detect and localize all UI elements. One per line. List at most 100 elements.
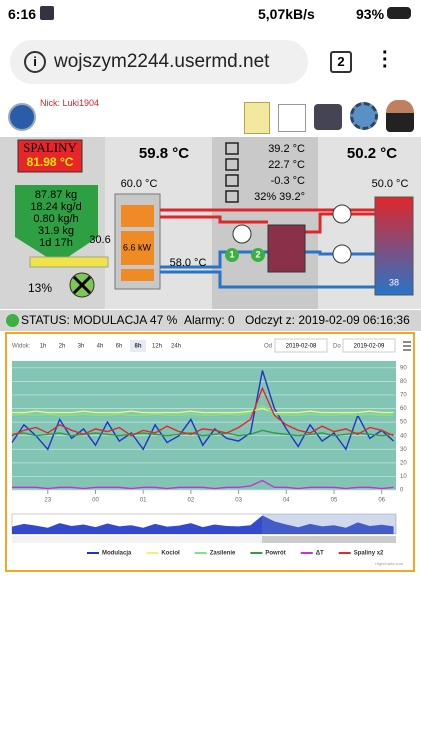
battery-icon	[387, 7, 411, 19]
boiler-chamber	[121, 231, 154, 265]
y-tick-label: 90	[400, 365, 407, 371]
feeder-stat: 0.80 kg/h	[33, 213, 78, 225]
to-date[interactable]: 2019-02-09	[354, 344, 385, 350]
legend-label[interactable]: Modulacja	[102, 551, 132, 557]
log-icon[interactable]	[244, 102, 270, 134]
pump-badge	[225, 248, 239, 262]
url-text[interactable]: wojszym2244.usermd.net	[54, 51, 270, 72]
tank-temp: 50.0 °C	[372, 178, 409, 190]
alarms: Alarmy: 0	[184, 313, 235, 327]
flue-temp: 81.98 °C	[27, 155, 74, 169]
url-bar[interactable]	[10, 40, 308, 84]
y-tick-label: 30	[400, 447, 407, 453]
y-tick-label: 80	[400, 379, 407, 385]
feeder-stat: 87.87 kg	[35, 189, 77, 201]
logout-icon[interactable]	[8, 103, 36, 131]
pump	[332, 204, 352, 224]
menu-button[interactable]: · · ·	[382, 42, 389, 78]
tank	[374, 196, 414, 296]
from-date[interactable]: 2019-02-08	[286, 344, 317, 350]
y-tick-label: 60	[400, 406, 407, 412]
navigator-window[interactable]	[262, 514, 396, 534]
reading: 32% 39.2°	[254, 191, 305, 203]
feeder-stat: 18.24 kg/d	[30, 201, 81, 213]
status-row	[0, 310, 421, 331]
zoom-selected	[130, 340, 146, 352]
reading: -0.3 °C	[271, 175, 305, 187]
read-time: Odczyt z: 2019-02-09 06:16:36	[245, 313, 410, 327]
return-temp: 58.0 °C	[170, 257, 207, 269]
credit: Highcharts.com	[375, 561, 403, 566]
zoom-button[interactable]: 2h	[59, 344, 66, 350]
reading: 39.2 °C	[268, 143, 305, 155]
user-icon[interactable]	[386, 100, 414, 132]
scrollbar-thumb[interactable]	[262, 536, 396, 543]
tank-bottom-temp: 38	[389, 277, 399, 287]
battery-level: 93%	[356, 6, 385, 22]
series-line	[11, 404, 394, 417]
to-label: Do	[333, 344, 341, 350]
x-tick-label: 04	[283, 498, 290, 504]
pump-number: 2	[255, 249, 260, 259]
from-input[interactable]	[274, 338, 328, 353]
nick: Nick: Luki1904	[40, 98, 100, 108]
feeder-stat: 31.9 kg	[38, 225, 74, 237]
legend-label[interactable]: ΔT	[316, 551, 324, 557]
zoom-button[interactable]: 6h	[116, 344, 123, 350]
to-input[interactable]	[342, 338, 396, 353]
reading-icon	[225, 190, 239, 203]
x-tick-label: 06	[378, 498, 385, 504]
legend-label[interactable]: Zasilenie	[210, 551, 236, 557]
zoom-label: Widok:	[12, 344, 31, 350]
fan-blades	[72, 275, 92, 295]
plot-bg	[12, 361, 396, 490]
chart: Widok: 1h 2h 3h 4h 6h 8h 12h 24h Od 2019-02-08 Do 20…	[11, 338, 411, 566]
boiler-temp: 59.8 °C	[139, 145, 189, 162]
export-menu[interactable]	[403, 341, 411, 351]
legend-label[interactable]: Kocioł	[161, 551, 180, 557]
feeder-percent: 13%	[28, 281, 52, 295]
x-tick-label: 23	[44, 498, 51, 504]
legend-label[interactable]: Powrót	[265, 551, 285, 557]
scrollbar[interactable]	[12, 536, 396, 543]
tabs-button[interactable]: 2	[330, 51, 352, 73]
x-tick-label: 05	[331, 498, 338, 504]
settings-panel-icon[interactable]	[314, 104, 342, 130]
y-tick-label: 20	[400, 460, 407, 466]
series-line	[11, 386, 394, 437]
zoom-button[interactable]: 24h	[171, 344, 181, 350]
x-tick-label: 00	[92, 498, 99, 504]
y-tick-label: 40	[400, 433, 407, 439]
zoom-button[interactable]: 3h	[78, 344, 85, 350]
legend-label[interactable]: Spaliny x2	[354, 551, 384, 557]
zoom-button[interactable]: 12h	[152, 344, 162, 350]
zoom-button[interactable]: 1h	[40, 344, 47, 350]
notification-icon	[40, 6, 54, 20]
info-icon[interactable]: i	[24, 51, 46, 73]
y-tick-label: 0	[400, 488, 404, 494]
zoom-button[interactable]: 4h	[97, 344, 104, 350]
heat-exchanger	[267, 224, 306, 273]
chart-icon[interactable]	[278, 104, 306, 132]
chart-frame: Widok: 1h 2h 3h 4h 6h 8h 12h 24h Od 2019-02-08 Do 20…	[5, 332, 415, 572]
feeder-stat: 1d 17h	[39, 237, 73, 249]
y-tick-label: 70	[400, 393, 407, 399]
pump-badge	[251, 248, 265, 262]
pump	[232, 224, 252, 244]
y-tick-label: 10	[400, 474, 407, 480]
status-text: STATUS: MODULACJA 47 %	[21, 313, 178, 327]
network-speed: 5,07kB/s	[258, 6, 315, 22]
gear-icon[interactable]	[350, 102, 378, 130]
series-line	[12, 479, 394, 490]
reading: 22.7 °C	[268, 159, 305, 171]
reading-icon	[225, 158, 239, 171]
navigator-area	[12, 515, 394, 534]
zoom-button[interactable]: 8h	[134, 344, 141, 350]
series-line	[11, 429, 394, 437]
from-label: Od	[264, 344, 272, 350]
x-tick-label: 03	[235, 498, 242, 504]
reading-icon	[225, 174, 239, 187]
pump	[332, 244, 352, 264]
